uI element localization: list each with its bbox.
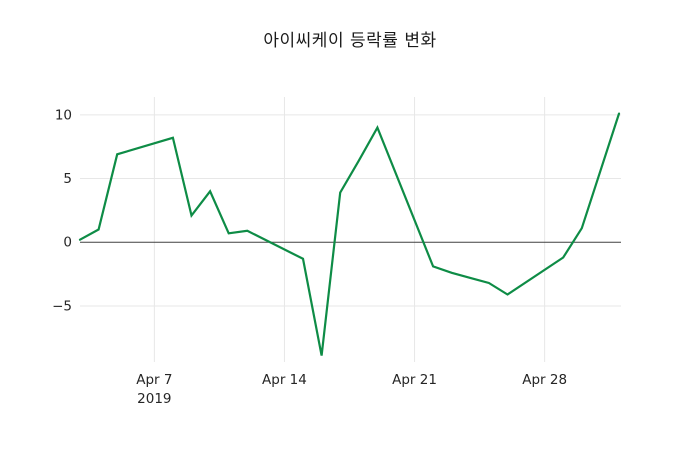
- chart-title: 아이씨케이 등락률 변화: [263, 31, 437, 51]
- y-axis-tick-label: 0: [63, 235, 72, 251]
- y-axis-tick-label: −5: [52, 298, 72, 314]
- x-axis-tick-label: Apr 14: [262, 372, 307, 388]
- y-axis-tick-label: 10: [55, 107, 72, 123]
- price-change-line: [78, 112, 621, 356]
- x-axis-tick-label: Apr 7: [136, 372, 172, 388]
- x-axis-tick-label: Apr 21: [392, 372, 437, 388]
- y-axis-tick-label: 5: [63, 171, 72, 187]
- x-axis-tick-sublabel: 2019: [137, 391, 171, 407]
- x-axis-tick-label: Apr 28: [522, 372, 567, 388]
